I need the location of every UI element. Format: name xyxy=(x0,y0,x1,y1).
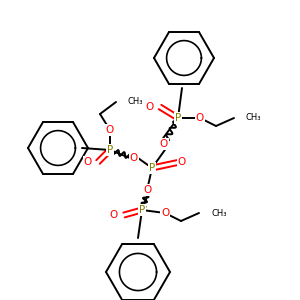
Text: P: P xyxy=(107,145,113,155)
Text: O: O xyxy=(144,185,152,195)
Text: O: O xyxy=(110,210,118,220)
Text: O: O xyxy=(130,153,138,163)
Text: P: P xyxy=(149,163,155,173)
Text: O: O xyxy=(106,125,114,135)
Text: CH₃: CH₃ xyxy=(246,113,262,122)
Text: P: P xyxy=(175,113,181,123)
Text: CH₃: CH₃ xyxy=(211,208,226,217)
Text: O: O xyxy=(146,102,154,112)
Text: O: O xyxy=(161,208,169,218)
Text: O: O xyxy=(84,157,92,167)
Text: P: P xyxy=(139,205,145,215)
Text: O: O xyxy=(196,113,204,123)
Text: O: O xyxy=(178,157,186,167)
Text: O: O xyxy=(160,139,168,149)
Text: CH₃: CH₃ xyxy=(128,98,143,106)
